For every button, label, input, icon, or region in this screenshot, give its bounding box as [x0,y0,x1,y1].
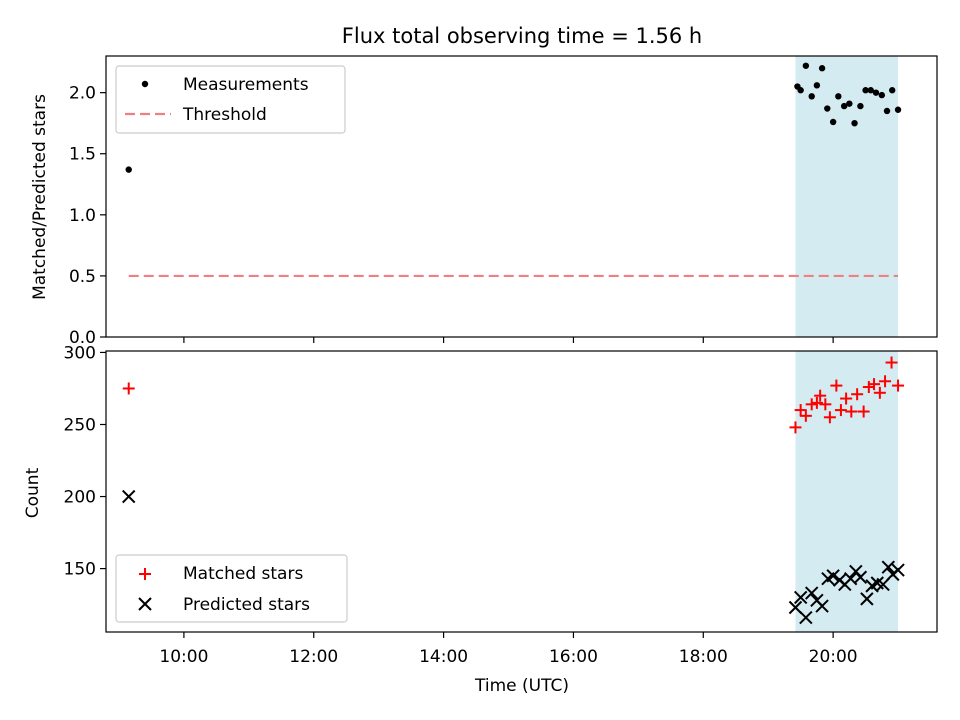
measurement-point [797,87,804,94]
predicted-star-point [122,489,136,504]
matched-star-point [857,405,870,418]
predicted-star-point [815,599,829,613]
matched-star-point [862,381,875,394]
bottom-axes-frame [105,350,938,633]
measurement-point [818,65,826,72]
measurement-point [883,107,891,115]
top-y-tick-label: 0.0 [69,328,96,348]
top-legend: Measurements Threshold [115,65,346,134]
measurement-point [857,102,864,110]
matched-star-point [810,396,823,409]
bottom-y-tick-label: 150 [64,560,96,580]
predicted-star-point [860,592,874,606]
matched-star-point [799,409,812,422]
measurement-point [824,105,831,112]
matched-star-point [892,379,905,392]
x-tick-label: 18:00 [679,647,728,667]
measurement-point [894,106,902,113]
predicted-star-point [788,600,803,615]
measurement-point [835,93,842,100]
predicted-star-point [853,570,868,584]
bottom-legend: Matched stars Predicted stars [115,554,348,623]
legend-threshold-label: Threshold [182,105,267,125]
matched-star-point [122,382,135,395]
measurement-point [851,119,858,127]
x-axis-label: Time (UTC) [474,676,569,696]
bottom-y-tick-label: 200 [64,488,96,508]
predicted-star-point [799,610,813,625]
measurement-points [125,62,902,173]
top-legend-box [115,65,346,134]
legend-measurements-marker [141,80,149,88]
measurement-point [878,91,886,99]
matched-star-point [814,389,827,402]
measurement-point [846,100,853,107]
predicted-star-point [826,569,840,583]
top-y-tick-label: 1.0 [69,206,96,226]
legend-predicted-marker [138,597,152,611]
x-tick-label: 20:00 [809,647,858,667]
top-y-tick-label: 0.5 [69,267,96,287]
top-y-tick-label: 1.5 [69,145,96,165]
matched-star-point [868,378,881,391]
top-y-tick-label: 2.0 [69,84,96,104]
matched-star-point [789,421,802,434]
bottom-y-axis: 150 200 250 300 [64,343,106,580]
chart-title: Flux total observing time = 1.56 h [342,24,702,48]
bottom-x-axis: 10:00 12:00 14:00 16:00 18:00 20:00 [159,632,858,667]
x-tick-label: 16:00 [549,647,598,667]
bottom-legend-box [115,554,348,623]
matched-star-point [823,411,836,424]
predicted-star-point [804,586,819,600]
legend-matched-marker [139,568,151,580]
predicted-star-points [122,489,905,625]
bottom-panel: 150 200 250 300 10:00 12:00 14:00 16:00 18:00 20… [23,343,938,696]
top-y-axis-label: Matched/Predicted stars [30,94,50,300]
matched-star-point [851,388,864,401]
top-y-axis: 0.0 0.5 1.0 1.5 2.0 [69,84,106,348]
legend-predicted-label: Predicted stars [183,595,310,615]
matched-star-point [840,392,853,405]
matched-star-point [830,379,843,392]
bottom-y-tick-label: 300 [64,343,96,363]
bottom-y-tick-label: 250 [64,415,96,435]
matched-star-point [794,404,807,417]
legend-measurements-label: Measurements [183,75,309,95]
measurement-point [889,87,896,94]
measurement-point [867,87,874,94]
matched-star-points [122,356,905,434]
predicted-star-point [793,590,808,605]
measurement-point [829,118,837,126]
x-tick-label: 10:00 [159,647,208,667]
measurement-point [808,93,815,100]
legend-matched-label: Matched stars [183,564,303,584]
predicted-star-point [891,563,905,577]
measurement-point [862,87,869,94]
matched-star-point [834,404,847,417]
matched-star-point [805,398,818,411]
matched-star-point [819,398,832,411]
matched-star-point [885,356,898,369]
top-axes-frame [105,55,938,338]
matched-star-point [879,375,892,388]
bottom-y-axis-label: Count [23,467,43,518]
measurement-point [802,62,810,69]
matched-star-point [845,405,858,418]
top-x-ticks [183,337,834,343]
measurement-point [840,102,848,110]
x-tick-label: 12:00 [289,647,338,667]
measurement-point [125,166,132,173]
matched-star-point [873,386,886,399]
measurement-point [872,89,880,96]
top-panel: 0.00.51.01.52.0 Matched/Predicted stars … [30,55,938,348]
predicted-star-point [881,560,896,574]
measurement-point [813,82,821,89]
x-tick-label: 14:00 [419,647,468,667]
